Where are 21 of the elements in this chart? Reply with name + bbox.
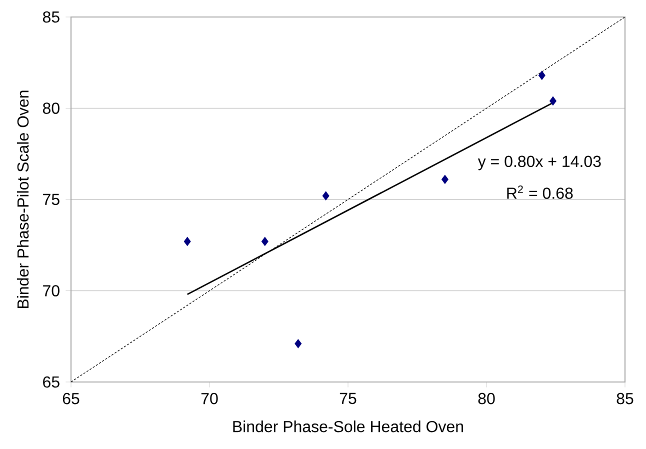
y-tick-label: 80 <box>42 102 60 114</box>
x-tick-label: 80 <box>478 392 495 404</box>
y-tick-label: 75 <box>43 194 60 206</box>
y-tick-label: 85 <box>42 11 60 23</box>
y-tick-label: 65 <box>43 376 60 388</box>
x-axis-title: Binder Phase-Sole Heated Oven <box>233 420 463 432</box>
point <box>538 70 546 80</box>
x-tick-label: 75 <box>340 392 356 404</box>
x-tick-label: 65 <box>62 392 80 404</box>
point <box>441 174 448 184</box>
point <box>261 236 268 246</box>
x-tick-label: 70 <box>201 392 218 404</box>
annotation: R$^{2}$ = 0.68 <box>507 185 573 199</box>
annotation: y = 0.80x + 14.03 <box>478 156 601 170</box>
point <box>184 236 191 246</box>
y-axis-title: Binder Phase-Pilot Scale Oven <box>16 90 29 308</box>
x-tick-label: 85 <box>616 392 634 404</box>
point <box>550 96 556 106</box>
point <box>294 339 302 348</box>
point <box>322 191 330 200</box>
y-tick-label: 70 <box>43 285 60 296</box>
